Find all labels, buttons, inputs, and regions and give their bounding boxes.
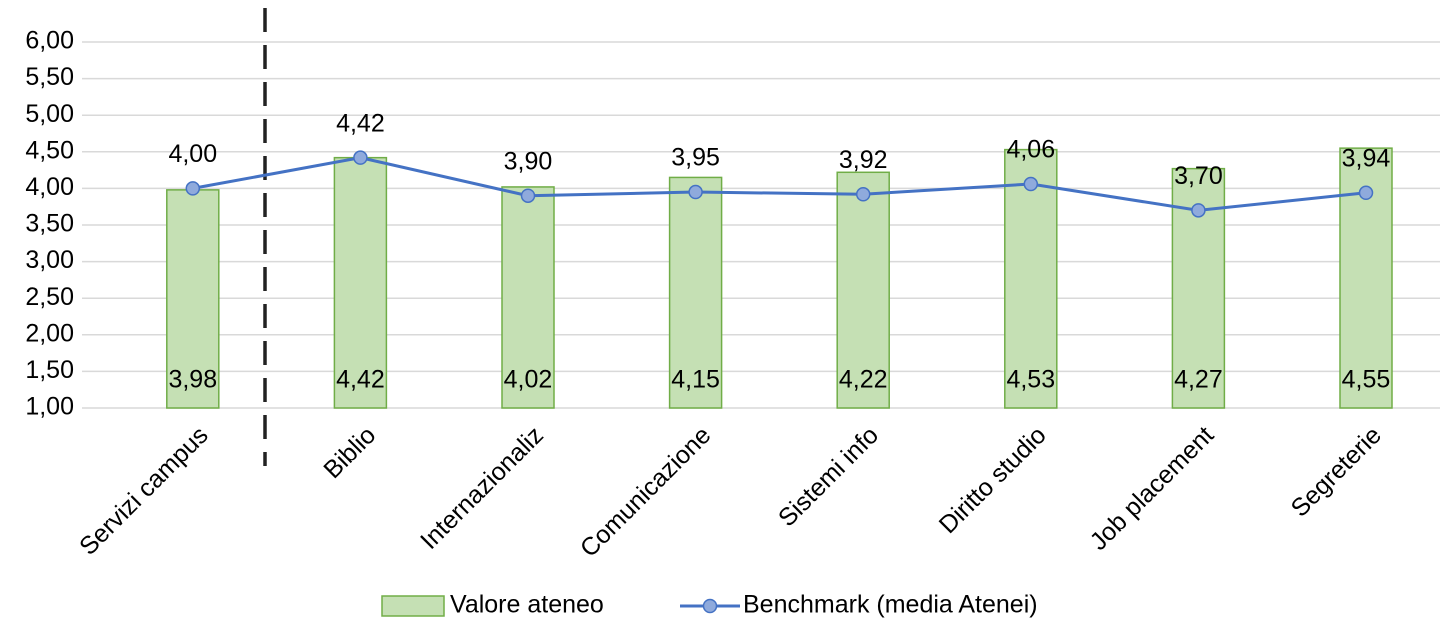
line-value-label: 4,00 bbox=[168, 140, 217, 168]
y-tick-label: 1,50 bbox=[25, 356, 74, 384]
x-tick-label: Segreterie bbox=[1286, 421, 1387, 522]
y-tick-label: 1,00 bbox=[25, 393, 74, 421]
benchmark-marker bbox=[688, 184, 703, 200]
y-tick-label: 2,50 bbox=[25, 283, 74, 311]
y-tick-label: 2,00 bbox=[25, 319, 74, 347]
y-tick-label: 4,50 bbox=[25, 136, 74, 164]
bar-value-label: 4,53 bbox=[1006, 366, 1055, 394]
x-tick-label: Internazionaliz bbox=[415, 421, 549, 555]
line-value-label: 3,90 bbox=[504, 147, 553, 175]
y-tick-label: 5,00 bbox=[25, 100, 74, 128]
x-tick-label: Servizi campus bbox=[74, 421, 214, 561]
x-tick-label: Sistemi info bbox=[773, 421, 884, 532]
benchmark-marker bbox=[1191, 203, 1206, 218]
benchmark-marker bbox=[520, 188, 536, 203]
legend-label: Benchmark (media Atenei) bbox=[743, 591, 1038, 619]
benchmark-marker bbox=[353, 150, 368, 165]
line-value-label: 3,94 bbox=[1342, 144, 1391, 172]
line-value-label: 3,92 bbox=[839, 146, 888, 174]
x-tick-label: Biblio bbox=[318, 421, 381, 484]
bar-value-label: 4,27 bbox=[1174, 366, 1223, 394]
bar-value-label: 4,15 bbox=[671, 366, 720, 394]
bar-value-label: 4,02 bbox=[504, 366, 553, 394]
line-value-label: 4,42 bbox=[336, 109, 385, 137]
bar-value-label: 4,42 bbox=[336, 366, 385, 394]
line-value-label: 4,06 bbox=[1006, 136, 1055, 164]
legend-label: Valore ateneo bbox=[450, 591, 604, 619]
bar bbox=[501, 186, 555, 409]
legend-marker bbox=[702, 598, 718, 614]
x-tick-label: Comunicazione bbox=[575, 421, 717, 563]
x-tick-label: Job placement bbox=[1085, 421, 1220, 556]
grid bbox=[82, 41, 1440, 409]
x-tick-label: Diritto studio bbox=[934, 421, 1052, 539]
bar-value-label: 4,55 bbox=[1342, 366, 1391, 394]
y-tick-label: 5,50 bbox=[25, 63, 74, 91]
y-tick-label: 4,00 bbox=[25, 173, 74, 201]
bar-value-label: 4,22 bbox=[839, 366, 888, 394]
legend-swatch bbox=[381, 595, 445, 617]
bar bbox=[668, 176, 723, 409]
bar bbox=[166, 189, 220, 409]
benchmark-marker bbox=[855, 187, 871, 202]
benchmark-marker bbox=[1358, 185, 1374, 201]
line-value-label: 3,70 bbox=[1174, 162, 1223, 190]
line-value-label: 3,95 bbox=[671, 144, 720, 172]
y-tick-label: 6,00 bbox=[25, 27, 74, 55]
bar-value-label: 3,98 bbox=[168, 366, 217, 394]
y-tick-label: 3,50 bbox=[25, 210, 74, 238]
benchmark-marker bbox=[185, 181, 201, 196]
benchmark-marker bbox=[1023, 176, 1039, 192]
bar bbox=[836, 171, 890, 409]
bar bbox=[1004, 148, 1058, 409]
benchmark-line bbox=[192, 156, 1367, 212]
y-tick-label: 3,00 bbox=[25, 246, 74, 274]
